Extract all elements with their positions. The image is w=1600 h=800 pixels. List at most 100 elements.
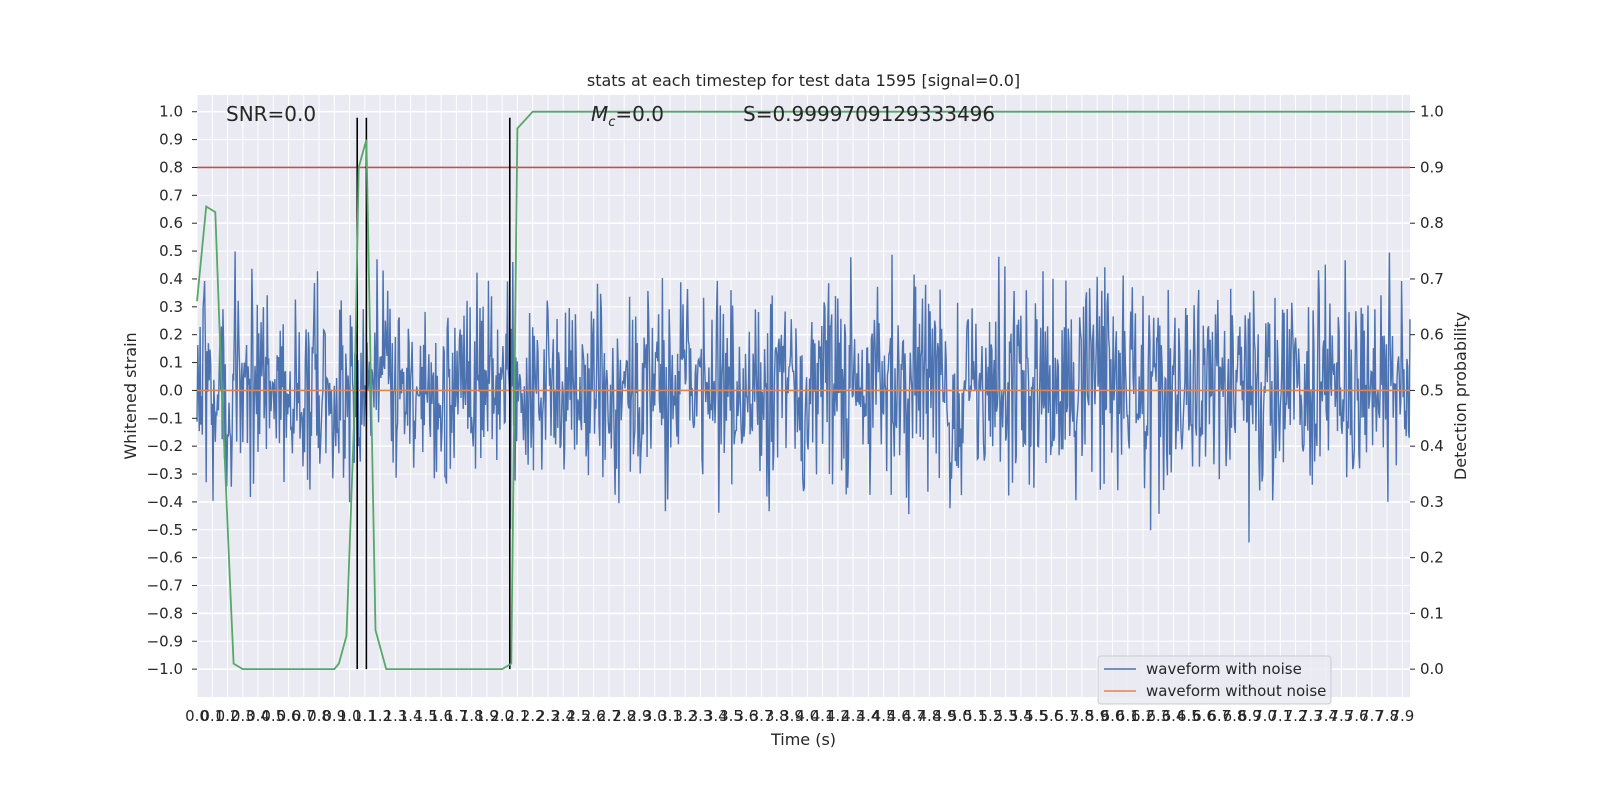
y-right-tick-label: 0.8 — [1420, 214, 1444, 232]
x-tick-label: 0.8 — [307, 707, 331, 725]
detection-probability-line — [196, 110, 1410, 670]
waveform-with-noise-line — [196, 251, 1411, 543]
x-tick-label: 2.3 — [536, 707, 560, 725]
x-tick-label: 0.7 — [292, 707, 316, 725]
x-tick-label: 4.7 — [902, 707, 926, 725]
x-tick-label: 1.6 — [429, 707, 453, 725]
legend-label-noise: waveform with noise — [1146, 660, 1302, 678]
x-tick-label: 5.8 — [1070, 707, 1094, 725]
x-tick-label: 3.6 — [734, 707, 758, 725]
y-right-tick-label: 0.0 — [1420, 660, 1444, 678]
overlay-lines — [196, 110, 1410, 670]
x-tick-label: 0.9 — [322, 707, 346, 725]
x-tick-label: 3.0 — [643, 707, 667, 725]
x-tick-label: 1.4 — [399, 707, 423, 725]
x-tick-label: 7.0 — [1253, 707, 1277, 725]
y-left-tick-label: −0.8 — [147, 604, 183, 622]
x-tick-label: 0.2 — [216, 707, 240, 725]
y-right-tick-label: 0.7 — [1420, 270, 1444, 288]
legend-label-clean: waveform without noise — [1146, 682, 1326, 700]
x-tick-label: 2.1 — [505, 707, 529, 725]
x-tick-label: 6.6 — [1192, 707, 1216, 725]
y-left-tick-label: 0.4 — [159, 270, 183, 288]
x-tick-label: 5.3 — [994, 707, 1018, 725]
noise-series — [196, 251, 1411, 543]
x-tick-label: 5.7 — [1055, 707, 1079, 725]
x-tick-label: 1.0 — [338, 707, 362, 725]
mc-symbol: M — [591, 102, 608, 126]
x-tick-label: 2.2 — [521, 707, 545, 725]
y-right-tick-label: 0.1 — [1420, 604, 1444, 622]
y-left-tick-label: −0.1 — [147, 409, 183, 427]
x-tick-label: 5.5 — [1024, 707, 1048, 725]
x-tick-label: 0.0 — [185, 707, 209, 725]
y-right-tick-label: 0.9 — [1420, 158, 1444, 176]
x-tick-label: 3.8 — [765, 707, 789, 725]
snr-annotation: SNR=0.0 — [226, 102, 316, 126]
x-tick-label: 4.9 — [933, 707, 957, 725]
score-annotation: S=0.9999709129333496 — [743, 102, 995, 126]
mc-value: =0.0 — [615, 102, 664, 126]
x-tick-label: 2.5 — [567, 707, 591, 725]
y-left-tick-label: −0.2 — [147, 437, 183, 455]
y-right-tick-label: 0.3 — [1420, 493, 1444, 511]
y-left-tick-label: 0.9 — [159, 131, 183, 149]
x-tick-label: 4.8 — [917, 707, 941, 725]
chirp-mass-annotation: Mc=0.0 — [591, 102, 664, 130]
y-left-tick-label: 0.0 — [159, 381, 183, 399]
x-tick-label: 1.5 — [414, 707, 438, 725]
y-left-tick-label: 0.5 — [159, 242, 183, 260]
x-tick-label: 4.3 — [841, 707, 865, 725]
x-tick-label: 3.7 — [750, 707, 774, 725]
x-tick-label: 4.2 — [826, 707, 850, 725]
legend: waveform with noise waveform without noi… — [1097, 655, 1332, 705]
y-right-tick-label: 0.4 — [1420, 437, 1444, 455]
x-tick-label: 6.4 — [1162, 707, 1186, 725]
legend-box — [1097, 655, 1332, 705]
x-axis-label: Time (s) — [770, 730, 836, 749]
x-tick-label: 1.7 — [444, 707, 468, 725]
y-left-tick-label: 0.2 — [159, 326, 183, 344]
x-tick-label: 2.6 — [582, 707, 606, 725]
x-tick-label: 0.4 — [246, 707, 270, 725]
x-tick-label: 6.2 — [1131, 707, 1155, 725]
y-left-tick-label: −0.6 — [147, 549, 183, 567]
x-tick-label: 0.5 — [261, 707, 285, 725]
x-tick-label: 6.9 — [1238, 707, 1262, 725]
x-tick-label: 6.8 — [1223, 707, 1247, 725]
y-right-tick-label: 0.6 — [1420, 326, 1444, 344]
x-tick-label: 7.8 — [1375, 707, 1399, 725]
x-tick-label: 7.6 — [1345, 707, 1369, 725]
y-axis-right-label: Detection probability — [1451, 312, 1470, 480]
x-tick-label: 2.9 — [628, 707, 652, 725]
x-tick-label: 5.9 — [1085, 707, 1109, 725]
chart-title: stats at each timestep for test data 159… — [587, 71, 1020, 90]
x-tick-label: 0.6 — [277, 707, 301, 725]
x-tick-label: 7.3 — [1299, 707, 1323, 725]
x-tick-label: 4.1 — [811, 707, 835, 725]
y-left-tick-label: 1.0 — [159, 103, 183, 121]
x-tick-label: 1.2 — [368, 707, 392, 725]
x-tick-label: 0.3 — [231, 707, 255, 725]
x-tick-label: 1.1 — [353, 707, 377, 725]
y-right-tick-label: 1.0 — [1420, 103, 1444, 121]
mc-subscript: c — [608, 115, 615, 130]
x-tick-label: 1.9 — [475, 707, 499, 725]
x-tick-label: 1.3 — [383, 707, 407, 725]
x-tick-label: 3.4 — [704, 707, 728, 725]
x-tick-label: 3.2 — [673, 707, 697, 725]
x-tick-label: 7.7 — [1360, 707, 1384, 725]
x-tick-label: 5.4 — [1009, 707, 1033, 725]
x-tick-label: 6.3 — [1146, 707, 1170, 725]
x-tick-label: 2.0 — [490, 707, 514, 725]
x-tick-label: 7.5 — [1329, 707, 1353, 725]
x-tick-label: 3.3 — [689, 707, 713, 725]
x-tick-label: 2.7 — [597, 707, 621, 725]
x-tick-label: 4.6 — [887, 707, 911, 725]
x-tick-label: 7.1 — [1268, 707, 1292, 725]
x-tick-label: 4.0 — [795, 707, 819, 725]
x-tick-label: 4.5 — [872, 707, 896, 725]
y-left-tick-label: 0.6 — [159, 214, 183, 232]
